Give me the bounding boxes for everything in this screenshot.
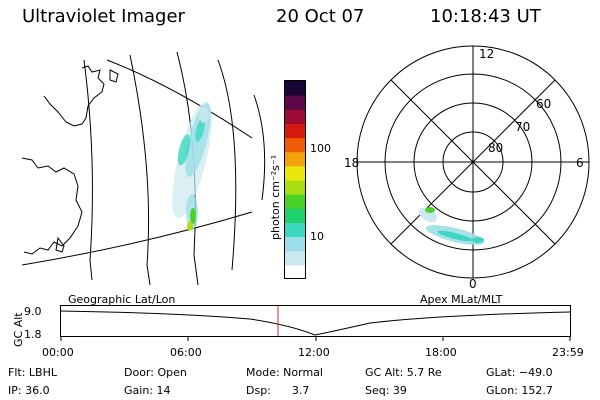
colorbar-band [285,165,306,181]
polar-label-lat-70: 70 [515,120,530,134]
colorbar-label: photon cm⁻²s⁻¹ [269,154,282,240]
time-tick-3: 18:00 [425,346,457,359]
apex-caption: Apex MLat/MLT [420,293,503,306]
colorbar-band [285,123,306,139]
time-tick-0: 00:00 [42,346,74,359]
time-tick-2: 12:00 [298,346,330,359]
polar-aurora-emission [418,207,485,245]
time-tick-1: 06:00 [170,346,202,359]
altitude-timeline [60,305,571,341]
polar-label-lat-60: 60 [536,97,551,111]
colorbar-band [285,222,306,238]
time-tick-4: 23:59 [552,346,584,359]
parallel-line [22,211,253,266]
meridian-line [253,94,266,201]
meridian-line [83,59,93,281]
time-label: 10:18:43 UT [430,6,541,27]
app-title: Ultraviolet Imager [22,6,185,27]
meridian-line [129,54,151,285]
aurora-emission [172,101,212,231]
polar-plot: 12 18 6 0 60 70 80 [344,45,590,290]
colorbar-band [285,81,306,96]
polar-label-18: 18 [344,156,359,170]
door-status: Door: Open [124,366,187,379]
ytick-1-8: 1.8 [24,328,42,341]
gain-status: Gain: 14 [124,384,171,397]
mode-status: Mode: Normal [246,366,323,379]
ytick-9: 9.0 [24,305,42,318]
colorbar-tick-100: 100 [310,142,331,155]
colorbar-gradient [285,81,306,280]
polar-label-0: 0 [469,277,477,290]
colorbar-tick-10: 10 [310,230,324,243]
gc-alt-status: GC Alt: 5.7 Re [365,366,442,379]
filter-status: Flt: LBHL [8,366,57,379]
colorbar [284,80,306,280]
colorbar-band [285,264,306,280]
coastline [55,236,65,253]
parallel-line [106,59,253,139]
altitude-curve [60,310,571,336]
colorbar-band [285,95,306,110]
colorbar-band [285,180,306,195]
polar-label-lat-80: 80 [488,141,503,155]
ip-status: IP: 36.0 [8,384,50,397]
polar-diagonal [390,79,556,245]
colorbar-band [285,236,306,252]
colorbar-band [285,194,306,209]
date-label: 20 Oct 07 [276,6,365,27]
timeline-frame [60,305,571,337]
glat-status: GLat: −49.0 [486,366,553,379]
coastline [22,157,83,255]
polar-label-12: 12 [479,47,494,61]
coastline [109,69,119,83]
colorbar-band [285,208,306,223]
colorbar-band [285,109,306,124]
geographic-map [22,51,266,285]
colorbar-band [285,250,306,266]
polar-label-6: 6 [576,156,584,170]
coastline [43,65,105,127]
colorbar-band [285,151,306,167]
glon-status: GLon: 152.7 [486,384,553,397]
geographic-caption: Geographic Lat/Lon [68,293,176,306]
colorbar-band [285,137,306,153]
meridian-line [217,59,237,271]
timeline-ticks [60,336,571,341]
dsp-status: Dsp: 3.7 [246,384,310,397]
seq-status: Seq: 39 [365,384,407,397]
